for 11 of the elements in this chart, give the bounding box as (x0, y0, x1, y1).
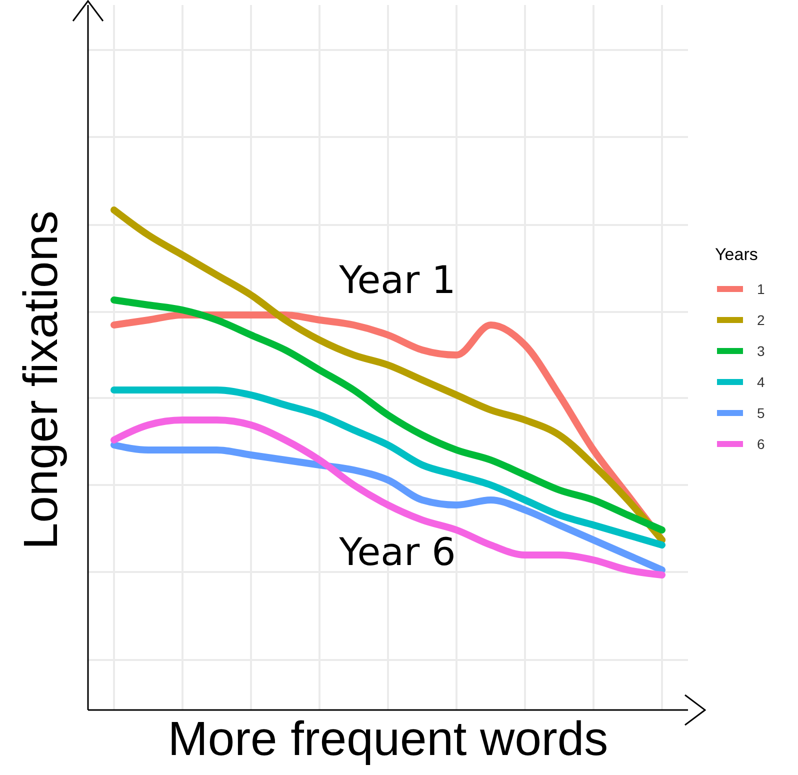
legend-label: 5 (757, 404, 765, 420)
legend-label: 1 (757, 280, 765, 296)
annotation: Year 1 (338, 258, 457, 302)
legend-label: 2 (757, 312, 765, 328)
legend-title: Years (715, 245, 759, 265)
y-axis-title: Longer fixations (14, 210, 69, 552)
legend-label: 4 (757, 374, 765, 390)
legend-label: 6 (757, 436, 765, 452)
annotation: Year 6 (338, 530, 457, 574)
legend-label: 3 (757, 342, 765, 358)
x-axis-title: More frequent words (166, 712, 610, 767)
